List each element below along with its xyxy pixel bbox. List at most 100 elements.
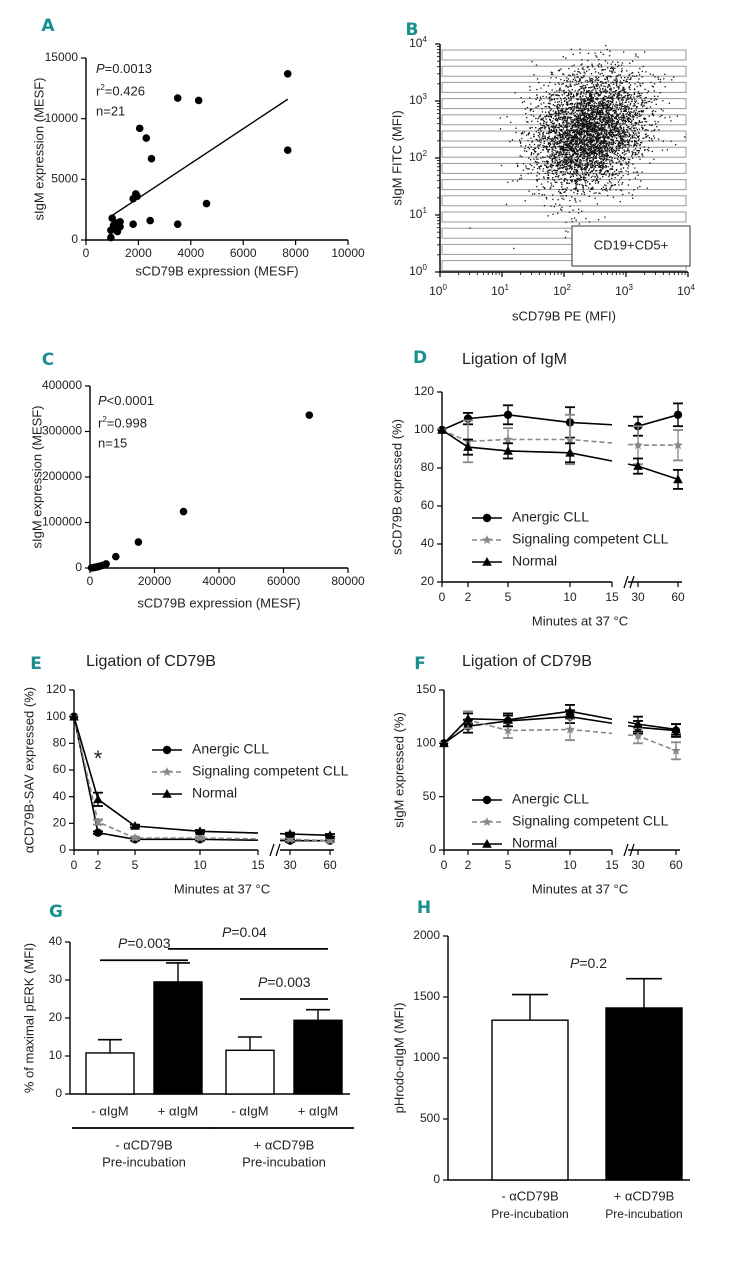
event-dot <box>575 156 577 158</box>
panel-a: 0 2000 4000 6000 8000 10000050001000015000sCD… <box>31 50 365 278</box>
event-dot <box>618 92 621 95</box>
event-dot <box>573 130 575 132</box>
event-dot <box>654 110 657 113</box>
event-dot <box>590 111 593 113</box>
event-dot <box>596 136 598 138</box>
event-dot <box>625 136 627 138</box>
event-dot <box>622 99 624 101</box>
event-dot <box>607 143 609 145</box>
event-dot <box>554 137 556 139</box>
event-dot <box>514 92 516 94</box>
event-dot <box>625 101 627 103</box>
event-dot <box>616 93 619 96</box>
event-dot <box>646 92 649 94</box>
event-dot <box>593 167 595 169</box>
event-dot <box>540 119 542 121</box>
event-dot <box>562 195 564 197</box>
event-dot <box>599 91 601 93</box>
event-dot <box>609 130 611 132</box>
event-dot <box>533 115 535 117</box>
event-dot <box>627 116 629 119</box>
event-dot <box>614 125 616 127</box>
event-dot <box>587 152 589 154</box>
event-dot <box>626 112 629 114</box>
event-dot <box>584 136 586 138</box>
event-dot <box>585 218 587 220</box>
event-dot <box>596 107 598 109</box>
event-dot <box>590 163 592 165</box>
event-dot <box>619 125 621 127</box>
event-dot <box>587 173 590 175</box>
event-dot <box>542 156 544 158</box>
x-axis-title: Minutes at 37 °C <box>174 881 270 896</box>
event-dot <box>563 191 565 193</box>
event-dot <box>579 85 581 88</box>
event-dot <box>637 91 640 93</box>
event-dot <box>627 96 629 98</box>
event-dot <box>563 126 565 128</box>
event-dot <box>625 113 627 115</box>
event-dot <box>590 171 592 173</box>
event-dot <box>610 76 612 78</box>
event-dot <box>626 141 629 143</box>
event-dot <box>634 105 636 107</box>
event-dot <box>601 81 603 83</box>
event-dot <box>538 82 540 84</box>
event-dot <box>607 120 610 122</box>
event-dot <box>613 135 615 137</box>
event-dot <box>584 131 586 134</box>
event-dot <box>573 138 575 140</box>
event-dot <box>620 158 622 160</box>
event-dot <box>628 111 630 113</box>
event-dot <box>617 181 619 183</box>
event-dot <box>573 143 575 145</box>
event-dot <box>520 145 522 147</box>
event-dot <box>577 93 579 95</box>
event-dot <box>609 164 612 166</box>
event-dot <box>576 83 578 85</box>
event-dot <box>556 118 558 120</box>
event-dot <box>584 111 586 113</box>
event-dot <box>597 112 599 114</box>
event-dot <box>587 164 589 166</box>
event-dot <box>550 95 552 97</box>
event-dot <box>569 161 571 163</box>
event-dot <box>602 120 604 122</box>
event-dot <box>628 82 631 84</box>
event-dot <box>604 104 606 106</box>
event-dot <box>589 147 591 150</box>
event-dot <box>623 126 625 129</box>
event-dot <box>539 96 542 98</box>
event-dot <box>591 187 593 189</box>
event-dot <box>597 133 599 135</box>
event-dot <box>588 115 590 117</box>
event-dot <box>615 126 617 128</box>
event-dot <box>576 175 578 177</box>
event-dot <box>559 142 561 144</box>
event-dot <box>607 136 609 138</box>
event-dot <box>639 144 641 146</box>
event-dot <box>579 149 581 151</box>
event-dot <box>606 142 608 145</box>
event-dot <box>583 113 585 115</box>
event-dot <box>652 115 655 117</box>
event-dot <box>536 185 538 188</box>
event-dot <box>602 164 604 166</box>
event-dot <box>547 149 550 151</box>
event-dot <box>559 147 561 149</box>
event-dot <box>621 116 624 118</box>
event-dot <box>575 124 577 127</box>
event-dot <box>637 150 639 152</box>
series-normal <box>437 425 683 490</box>
event-dot <box>564 125 566 127</box>
event-dot <box>541 194 543 196</box>
event-dot <box>620 71 623 73</box>
event-dot <box>602 173 604 176</box>
event-dot <box>573 137 575 139</box>
event-dot <box>542 125 545 127</box>
event-dot <box>618 128 620 130</box>
event-dot <box>566 160 568 162</box>
event-dot <box>531 165 533 167</box>
event-dot <box>628 78 630 81</box>
event-dot <box>651 101 653 103</box>
